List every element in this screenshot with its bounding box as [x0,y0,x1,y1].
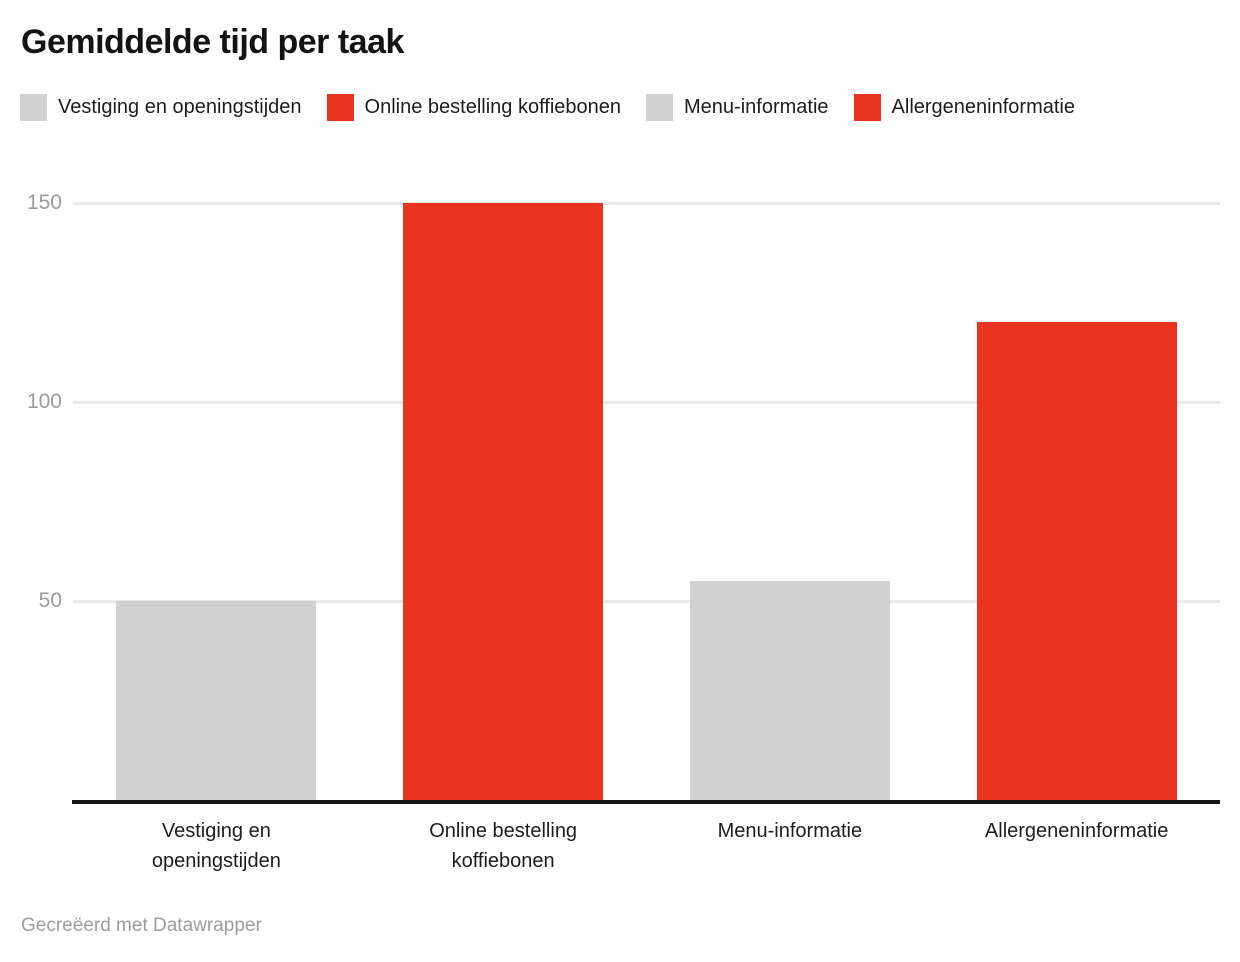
x-axis-label-4: Allergeneninformatie [984,820,1169,842]
y-tick-label-100: 100 [26,390,62,413]
x-axis-label-3: Menu-informatie [717,820,863,842]
x-axis-label-1: Vestiging en openingstijden [151,820,281,872]
legend-item-4: Allergeneninformatie [853,94,1075,121]
legend-swatch-icon [20,94,47,121]
legend-item-2: Online bestelling koffiebonen [326,94,622,121]
bar-4 [976,322,1177,800]
legend-item-3: Menu-informatie [646,94,829,121]
x-axis-line [72,800,1220,804]
gridline-150 [73,201,1220,205]
bar-1 [116,601,317,800]
legend-label: Online bestelling koffiebonen [364,96,622,118]
legend: Vestiging en openingstijden Online bestel… [20,94,1075,121]
gridline-100 [73,400,1220,404]
x-axis-label-2: Online bestelling koffiebonen [429,820,578,872]
legend-label: Allergeneninformatie [891,96,1075,118]
chart-title: Gemiddelde tijd per taak [21,23,404,61]
legend-swatch-icon [326,94,354,121]
legend-swatch-icon [853,94,881,121]
bar-2 [403,203,604,800]
bar-3 [689,581,890,800]
y-tick-label-150: 150 [26,191,62,214]
legend-label: Vestiging en openingstijden [58,96,302,118]
legend-label: Menu-informatie [684,96,829,118]
legend-swatch-icon [646,94,674,121]
attribution-text: Gecreëerd met Datawrapper [21,915,262,936]
y-tick-label-50: 50 [38,589,62,612]
gridline-50 [73,599,1220,603]
legend-item-1: Vestiging en openingstijden [20,94,302,121]
